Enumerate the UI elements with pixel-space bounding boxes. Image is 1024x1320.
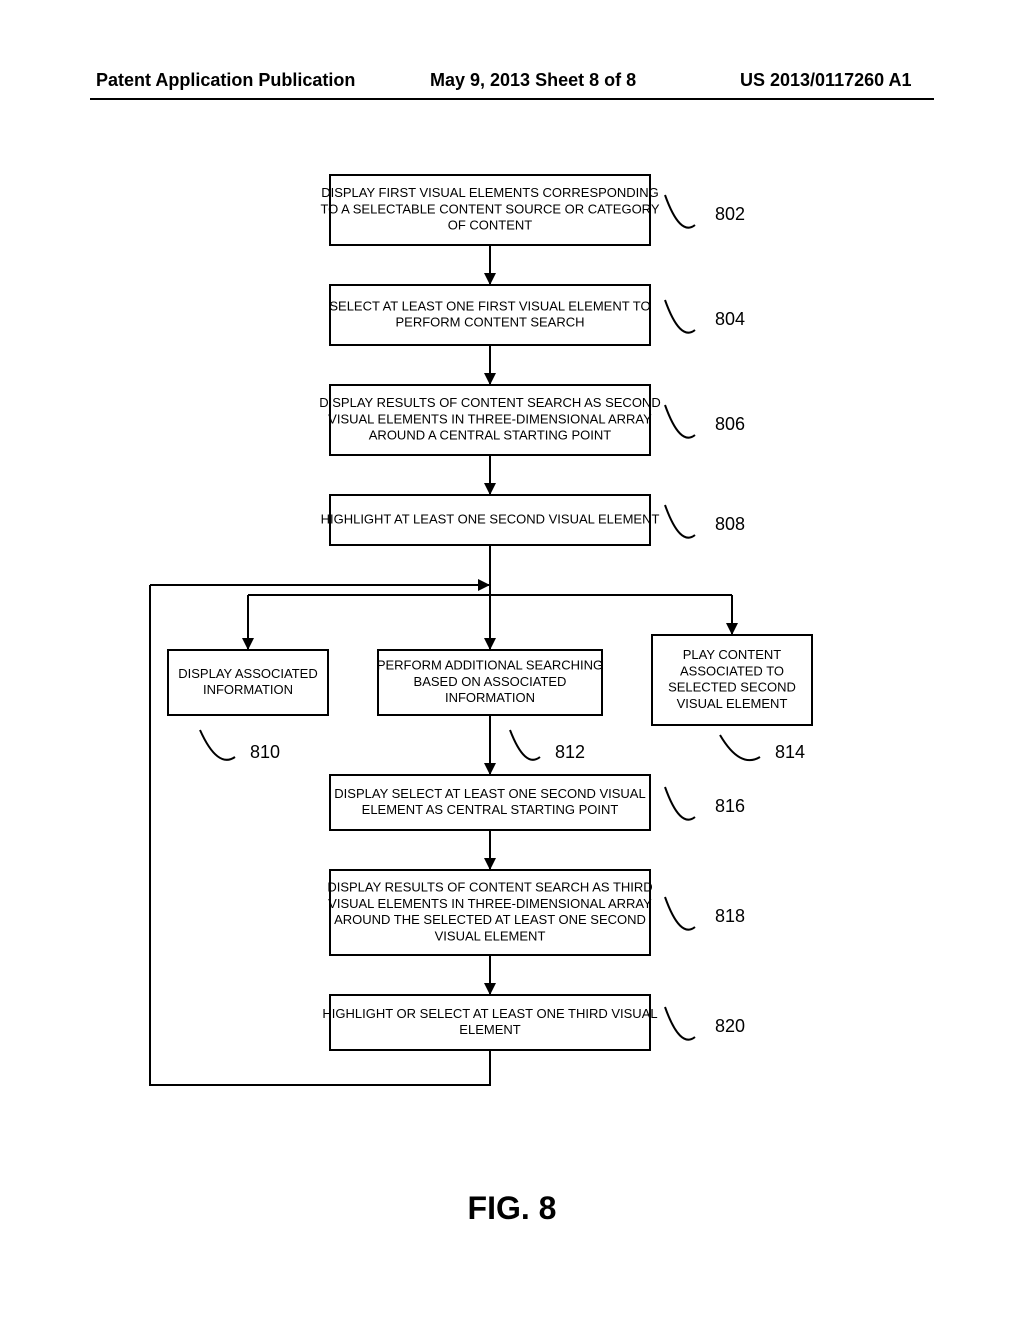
arrowhead-icon [484,273,496,285]
flowchart-container: DISPLAY FIRST VISUAL ELEMENTS CORRESPOND… [0,155,1024,1195]
flow-node-n806: DISPLAY RESULTS OF CONTENT SEARCH AS SEC… [319,385,745,455]
ref-number: 810 [250,742,280,762]
flow-node-n804: SELECT AT LEAST ONE FIRST VISUAL ELEMENT… [329,285,745,345]
flow-node-text: BASED ON ASSOCIATED [414,674,567,689]
ref-number: 818 [715,906,745,926]
flow-node-text: DISPLAY FIRST VISUAL ELEMENTS CORRESPOND… [321,185,659,200]
flow-node-text: HIGHLIGHT OR SELECT AT LEAST ONE THIRD V… [322,1006,657,1021]
flow-node-n808: HIGHLIGHT AT LEAST ONE SECOND VISUAL ELE… [321,495,745,545]
ref-number: 808 [715,514,745,534]
ref-number: 820 [715,1016,745,1036]
page-header: Patent Application Publication May 9, 20… [0,70,1024,110]
arrowhead-icon [484,983,496,995]
header-rule [90,98,934,100]
arrowhead-icon [484,858,496,870]
ref-leader [665,300,695,333]
flow-node-text: VISUAL ELEMENTS IN THREE-DIMENSIONAL ARR… [328,896,652,911]
ref-leader [665,787,695,820]
arrowhead-icon [484,638,496,650]
flow-node-text: SELECTED SECOND [668,680,796,695]
header-left: Patent Application Publication [96,70,355,91]
ref-leader [665,195,695,228]
header-right: US 2013/0117260 A1 [740,70,911,91]
flow-node-text: INFORMATION [203,682,293,697]
arrowhead-icon [242,638,254,650]
flow-node-text: DISPLAY ASSOCIATED [178,666,317,681]
flow-node-text: INFORMATION [445,690,535,705]
flowchart-svg: DISPLAY FIRST VISUAL ELEMENTS CORRESPOND… [0,155,1024,1155]
arrowhead-icon [726,623,738,635]
flow-node-text: DISPLAY RESULTS OF CONTENT SEARCH AS THI… [327,880,652,895]
flow-node-n810: DISPLAY ASSOCIATEDINFORMATION 810 [168,650,328,762]
header-center: May 9, 2013 Sheet 8 of 8 [430,70,636,91]
flow-node-text: PLAY CONTENT [683,647,782,662]
ref-leader [200,730,235,760]
ref-leader [665,505,695,538]
arrowhead-icon [484,373,496,385]
flow-node-text: VISUAL ELEMENTS IN THREE-DIMENSIONAL ARR… [328,411,652,426]
flow-node-n816: DISPLAY SELECT AT LEAST ONE SECOND VISUA… [330,775,745,830]
flow-node-n802: DISPLAY FIRST VISUAL ELEMENTS CORRESPOND… [320,175,745,245]
flow-node-n814: PLAY CONTENTASSOCIATED TO SELECTED SECOND… [652,635,812,762]
flow-node-text: ASSOCIATED TO [680,663,784,678]
flow-node-text: OF CONTENT [448,218,533,233]
ref-leader [665,897,695,930]
flow-node-text: PERFORM ADDITIONAL SEARCHING [377,658,603,673]
flow-node-text: SELECT AT LEAST ONE FIRST VISUAL ELEMENT… [329,298,650,313]
ref-leader [665,1007,695,1040]
flow-node-text: VISUAL ELEMENT [435,928,546,943]
flow-node-text: DISPLAY RESULTS OF CONTENT SEARCH AS SEC… [319,395,660,410]
ref-number: 814 [775,742,805,762]
arrowhead-icon [484,483,496,495]
ref-number: 816 [715,796,745,816]
flow-node-text: VISUAL ELEMENT [677,696,788,711]
flow-node-text: AROUND THE SELECTED AT LEAST ONE SECOND [334,912,646,927]
ref-leader [720,735,760,760]
arrowhead-icon [478,579,490,591]
page: Patent Application Publication May 9, 20… [0,0,1024,1320]
flow-node-text: ELEMENT AS CENTRAL STARTING POINT [362,802,619,817]
ref-number: 802 [715,204,745,224]
flow-node-n818: DISPLAY RESULTS OF CONTENT SEARCH AS THI… [327,870,745,955]
flow-node-n820: HIGHLIGHT OR SELECT AT LEAST ONE THIRD V… [322,995,745,1050]
ref-number: 812 [555,742,585,762]
flow-node-text: ELEMENT [459,1022,520,1037]
ref-leader [510,730,540,760]
flow-node-text: AROUND A CENTRAL STARTING POINT [369,428,612,443]
arrowhead-icon [484,763,496,775]
flow-node-text: PERFORM CONTENT SEARCH [396,315,585,330]
flow-node-text: DISPLAY SELECT AT LEAST ONE SECOND VISUA… [334,786,645,801]
figure-label: FIG. 8 [0,1190,1024,1227]
flow-node-text: HIGHLIGHT AT LEAST ONE SECOND VISUAL ELE… [321,511,660,526]
flow-node-text: TO A SELECTABLE CONTENT SOURCE OR CATEGO… [320,201,659,216]
ref-number: 804 [715,309,745,329]
ref-leader [665,405,695,438]
ref-number: 806 [715,414,745,434]
